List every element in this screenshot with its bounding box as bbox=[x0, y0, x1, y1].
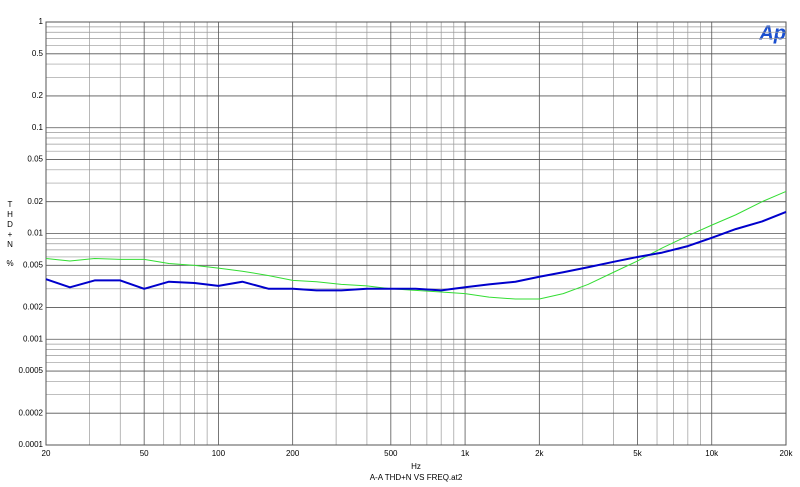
y-tick-label: 0.5 bbox=[32, 49, 44, 58]
x-tick-label: 2k bbox=[535, 449, 544, 458]
logo: Ap bbox=[758, 22, 786, 44]
y-tick-label: 0.005 bbox=[23, 260, 44, 269]
plot-frame bbox=[45, 21, 787, 446]
x-tick-label: 1k bbox=[461, 449, 470, 458]
y-axis-label: D bbox=[7, 220, 13, 229]
x-tick-label: 50 bbox=[140, 449, 149, 458]
y-tick-label: 0.0001 bbox=[19, 440, 44, 449]
y-unit: % bbox=[6, 259, 13, 268]
y-tick-label: 0.05 bbox=[27, 155, 43, 164]
x-tick-label: 20 bbox=[42, 449, 51, 458]
x-tick-label: 200 bbox=[286, 449, 300, 458]
x-tick-label: 500 bbox=[384, 449, 398, 458]
y-axis-label: T bbox=[8, 200, 13, 209]
y-tick-label: 1 bbox=[39, 17, 44, 26]
x-tick-label: 5k bbox=[633, 449, 642, 458]
y-tick-label: 0.002 bbox=[23, 303, 44, 312]
x-tick-label: 10k bbox=[705, 449, 719, 458]
x-tick-label: 20k bbox=[780, 449, 794, 458]
y-axis-label: + bbox=[8, 230, 13, 239]
y-tick-label: 0.001 bbox=[23, 334, 44, 343]
y-tick-label: 0.1 bbox=[32, 123, 44, 132]
y-axis-label: N bbox=[7, 240, 13, 249]
y-tick-label: 0.0002 bbox=[19, 408, 44, 417]
y-tick-label: 0.0005 bbox=[19, 366, 44, 375]
x-axis-label: Hz bbox=[411, 462, 421, 471]
data-line bbox=[45, 190, 787, 300]
y-tick-label: 0.2 bbox=[32, 91, 44, 100]
y-tick-label: 0.01 bbox=[27, 229, 43, 238]
data-line bbox=[45, 210, 787, 292]
x-tick-label: 100 bbox=[212, 449, 226, 458]
y-tick-label: 0.02 bbox=[27, 197, 43, 206]
y-axis-label: H bbox=[7, 210, 13, 219]
footer: A-A THD+N VS FREQ.at2 bbox=[370, 473, 463, 482]
